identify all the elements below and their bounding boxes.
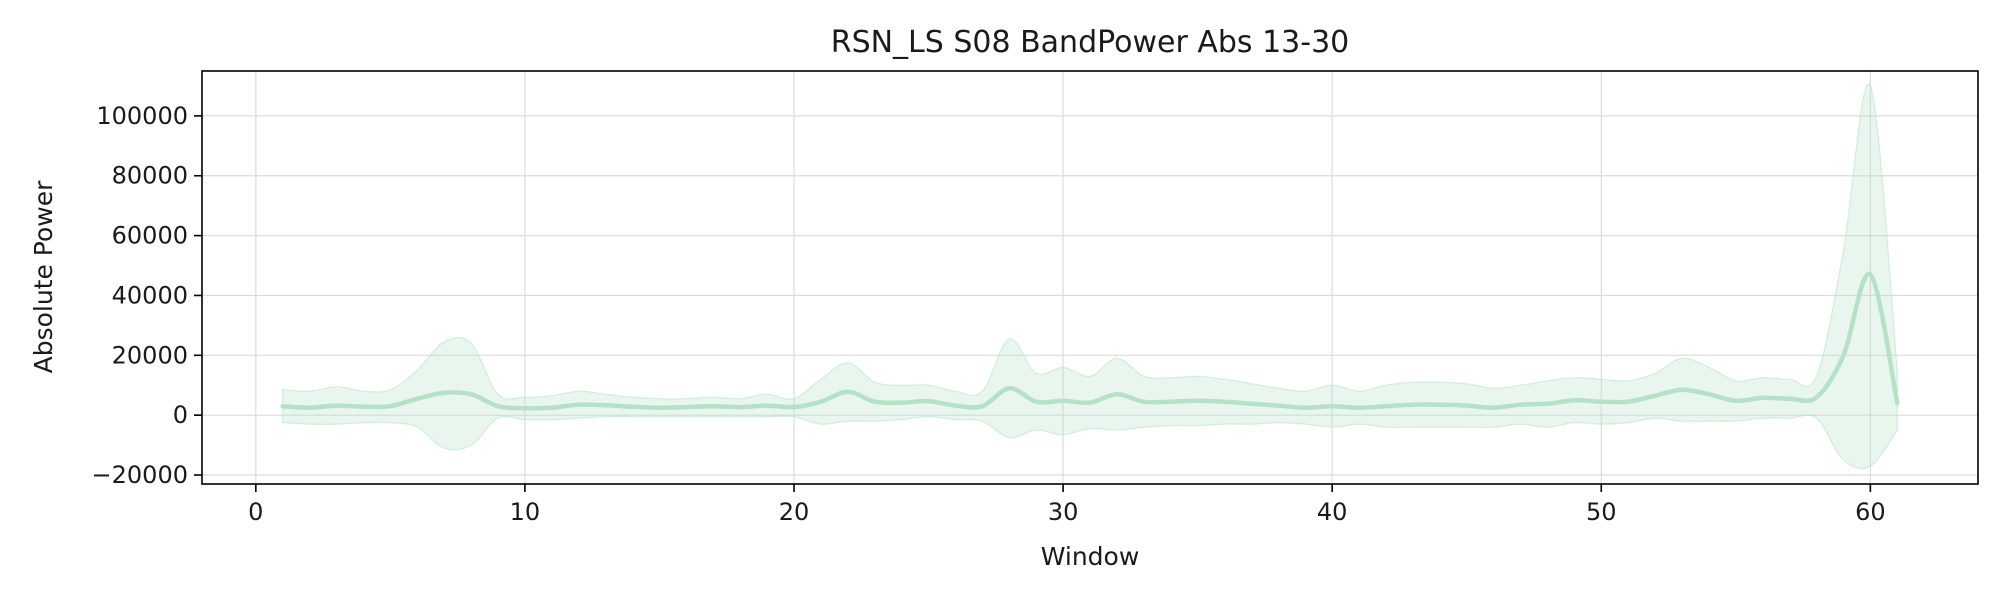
y-tick-label: 20000 — [112, 341, 188, 369]
x-tick-label: 10 — [510, 498, 541, 526]
x-tick-label: 30 — [1048, 498, 1079, 526]
x-axis-ticks: 0 10 20 30 40 50 60 — [248, 484, 1886, 526]
x-tick-label: 50 — [1586, 498, 1617, 526]
y-tick-label: 100000 — [96, 102, 188, 130]
plot-frame — [201, 70, 1979, 485]
x-tick-label: 20 — [779, 498, 810, 526]
y-tick-label: 0 — [173, 401, 188, 429]
x-tick-label: 0 — [248, 498, 263, 526]
x-axis-label: Window — [1041, 542, 1140, 571]
chart-title: RSN_LS S08 BandPower Abs 13-30 — [831, 25, 1350, 60]
grid-layer — [202, 71, 1978, 484]
mean-line — [280, 271, 1900, 411]
y-tick-label: −20000 — [92, 461, 188, 489]
confidence-band — [282, 83, 1898, 470]
y-axis-ticks: −20000 0 20000 40000 60000 80000 100000 — [92, 102, 202, 489]
y-axis-label: Absolute Power — [29, 180, 58, 374]
band-layer — [282, 83, 1898, 470]
y-tick-label: 40000 — [112, 281, 188, 309]
y-tick-label: 60000 — [112, 222, 188, 250]
line-layer — [280, 271, 1900, 411]
y-tick-label: 80000 — [112, 162, 188, 190]
x-tick-label: 60 — [1855, 498, 1886, 526]
x-tick-label: 40 — [1317, 498, 1348, 526]
